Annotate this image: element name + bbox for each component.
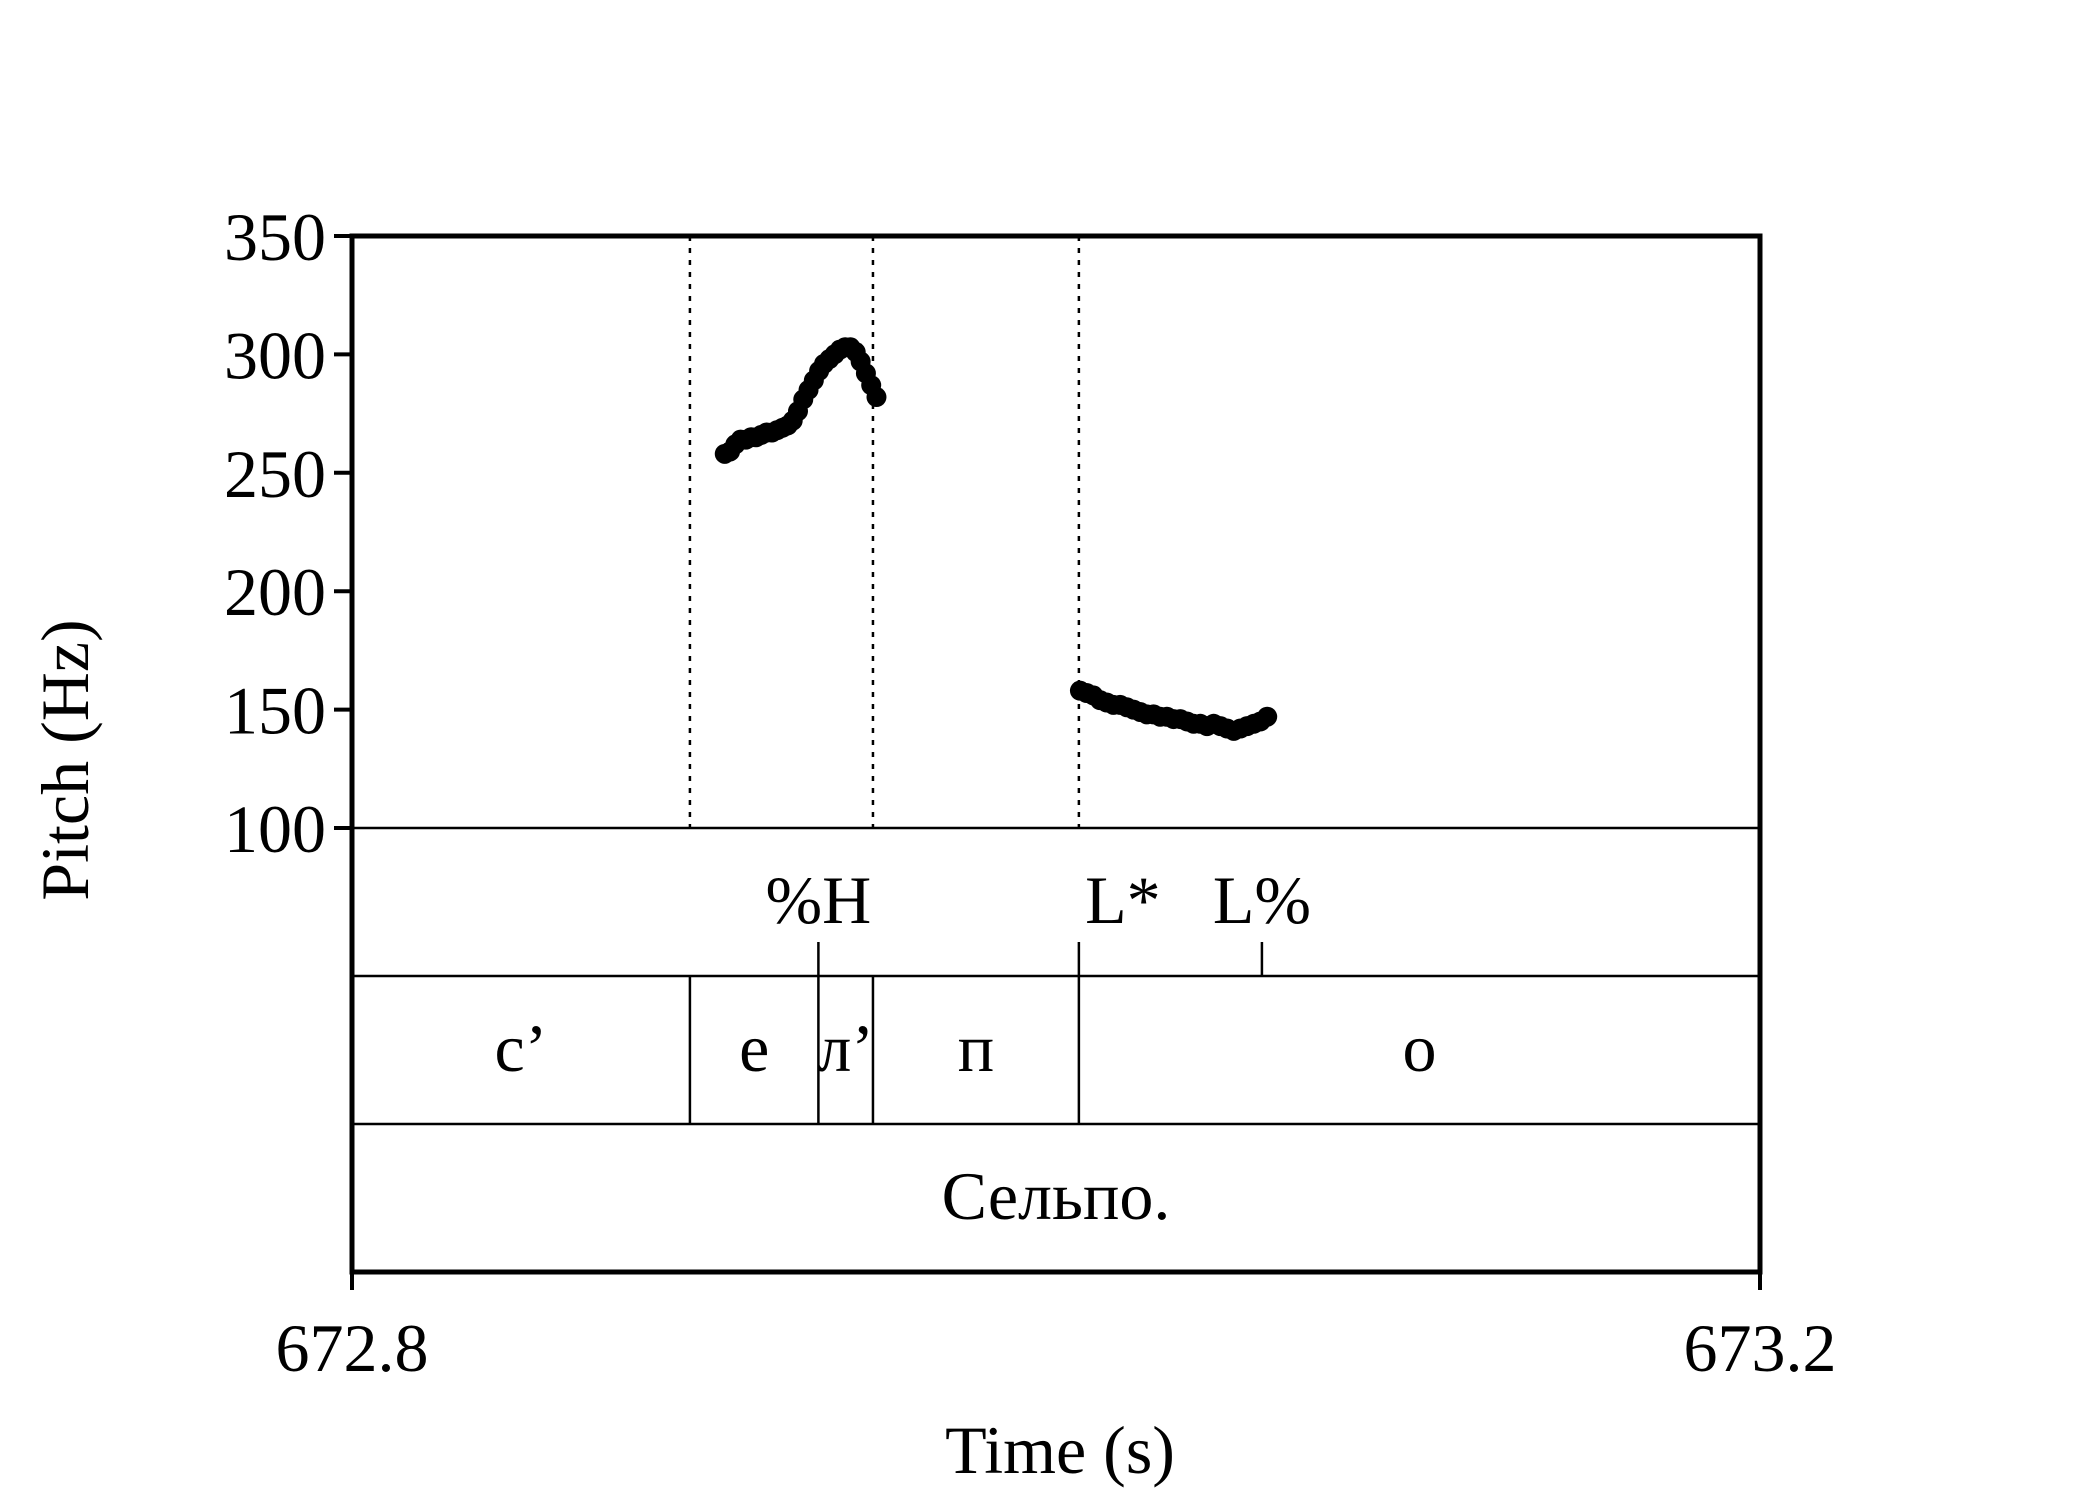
tone-label: %H — [766, 862, 872, 938]
y-tick-label: 250 — [224, 436, 326, 512]
y-axis-title: Pitch (Hz) — [27, 619, 103, 900]
y-tick-label: 350 — [224, 199, 326, 275]
x-tick-label: 673.2 — [1684, 1310, 1837, 1386]
pitch-contour-2 — [1069, 680, 1278, 741]
segment-label: о — [1402, 1010, 1436, 1086]
dashed-boundaries — [688, 236, 1081, 828]
segment-label: п — [958, 1010, 994, 1086]
segment-label: е — [739, 1010, 769, 1086]
y-tick-label: 100 — [224, 791, 326, 867]
y-tick-label: 150 — [224, 673, 326, 749]
segment-label: с’ — [495, 1010, 548, 1086]
x-axis-ticks: 672.8 673.2 — [276, 1272, 1837, 1386]
pitch-point — [1257, 706, 1278, 727]
y-axis-ticks: 100 150 200 250 300 350 — [224, 199, 352, 867]
tier-boxes: %H L* L% с’ е л’ п о Сельпо. — [352, 826, 1760, 1234]
segment-label: л’ — [817, 1010, 874, 1086]
y-tick-label: 200 — [224, 554, 326, 630]
tone-label: L% — [1213, 862, 1311, 938]
y-tick-label: 300 — [224, 317, 326, 393]
word-label: Сельпо. — [942, 1158, 1171, 1234]
pitch-contour-1 — [714, 337, 887, 464]
x-tick-label: 672.8 — [276, 1310, 429, 1386]
pitch-point — [866, 387, 887, 408]
x-axis-title: Time (s) — [945, 1412, 1175, 1488]
tone-label: L* — [1085, 862, 1161, 938]
pitch-series — [714, 337, 1278, 741]
plot-frame — [349, 233, 1763, 1275]
